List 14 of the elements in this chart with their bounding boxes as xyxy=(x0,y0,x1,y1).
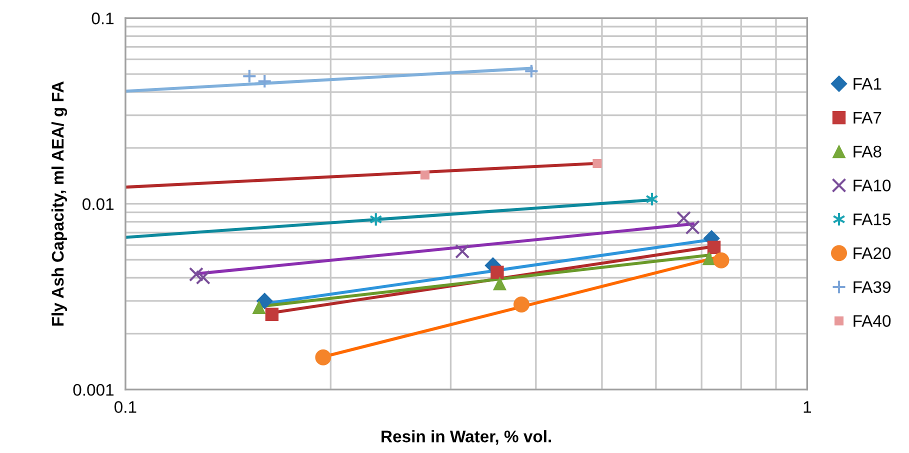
y-axis-title: Fly Ash Capacity, ml AEA/ g FA xyxy=(51,81,68,326)
legend-label: FA15 xyxy=(854,214,891,226)
y-tick-label: 0.001 xyxy=(73,384,114,396)
x-axis-title: Resin in Water, % vol. xyxy=(382,430,551,445)
legend-label: FA10 xyxy=(854,180,891,192)
legend-label: FA7 xyxy=(854,112,882,124)
legend-label: FA20 xyxy=(854,247,891,260)
y-tick-label: 0.01 xyxy=(82,198,114,210)
x-tick-label: 1 xyxy=(804,401,812,413)
y-tick-label: 0.1 xyxy=(92,12,114,24)
legend-label: FA39 xyxy=(854,281,890,293)
legend-label: FA40 xyxy=(854,315,891,327)
legend-label: FA1 xyxy=(854,78,882,90)
legend-label: FA8 xyxy=(854,146,882,158)
